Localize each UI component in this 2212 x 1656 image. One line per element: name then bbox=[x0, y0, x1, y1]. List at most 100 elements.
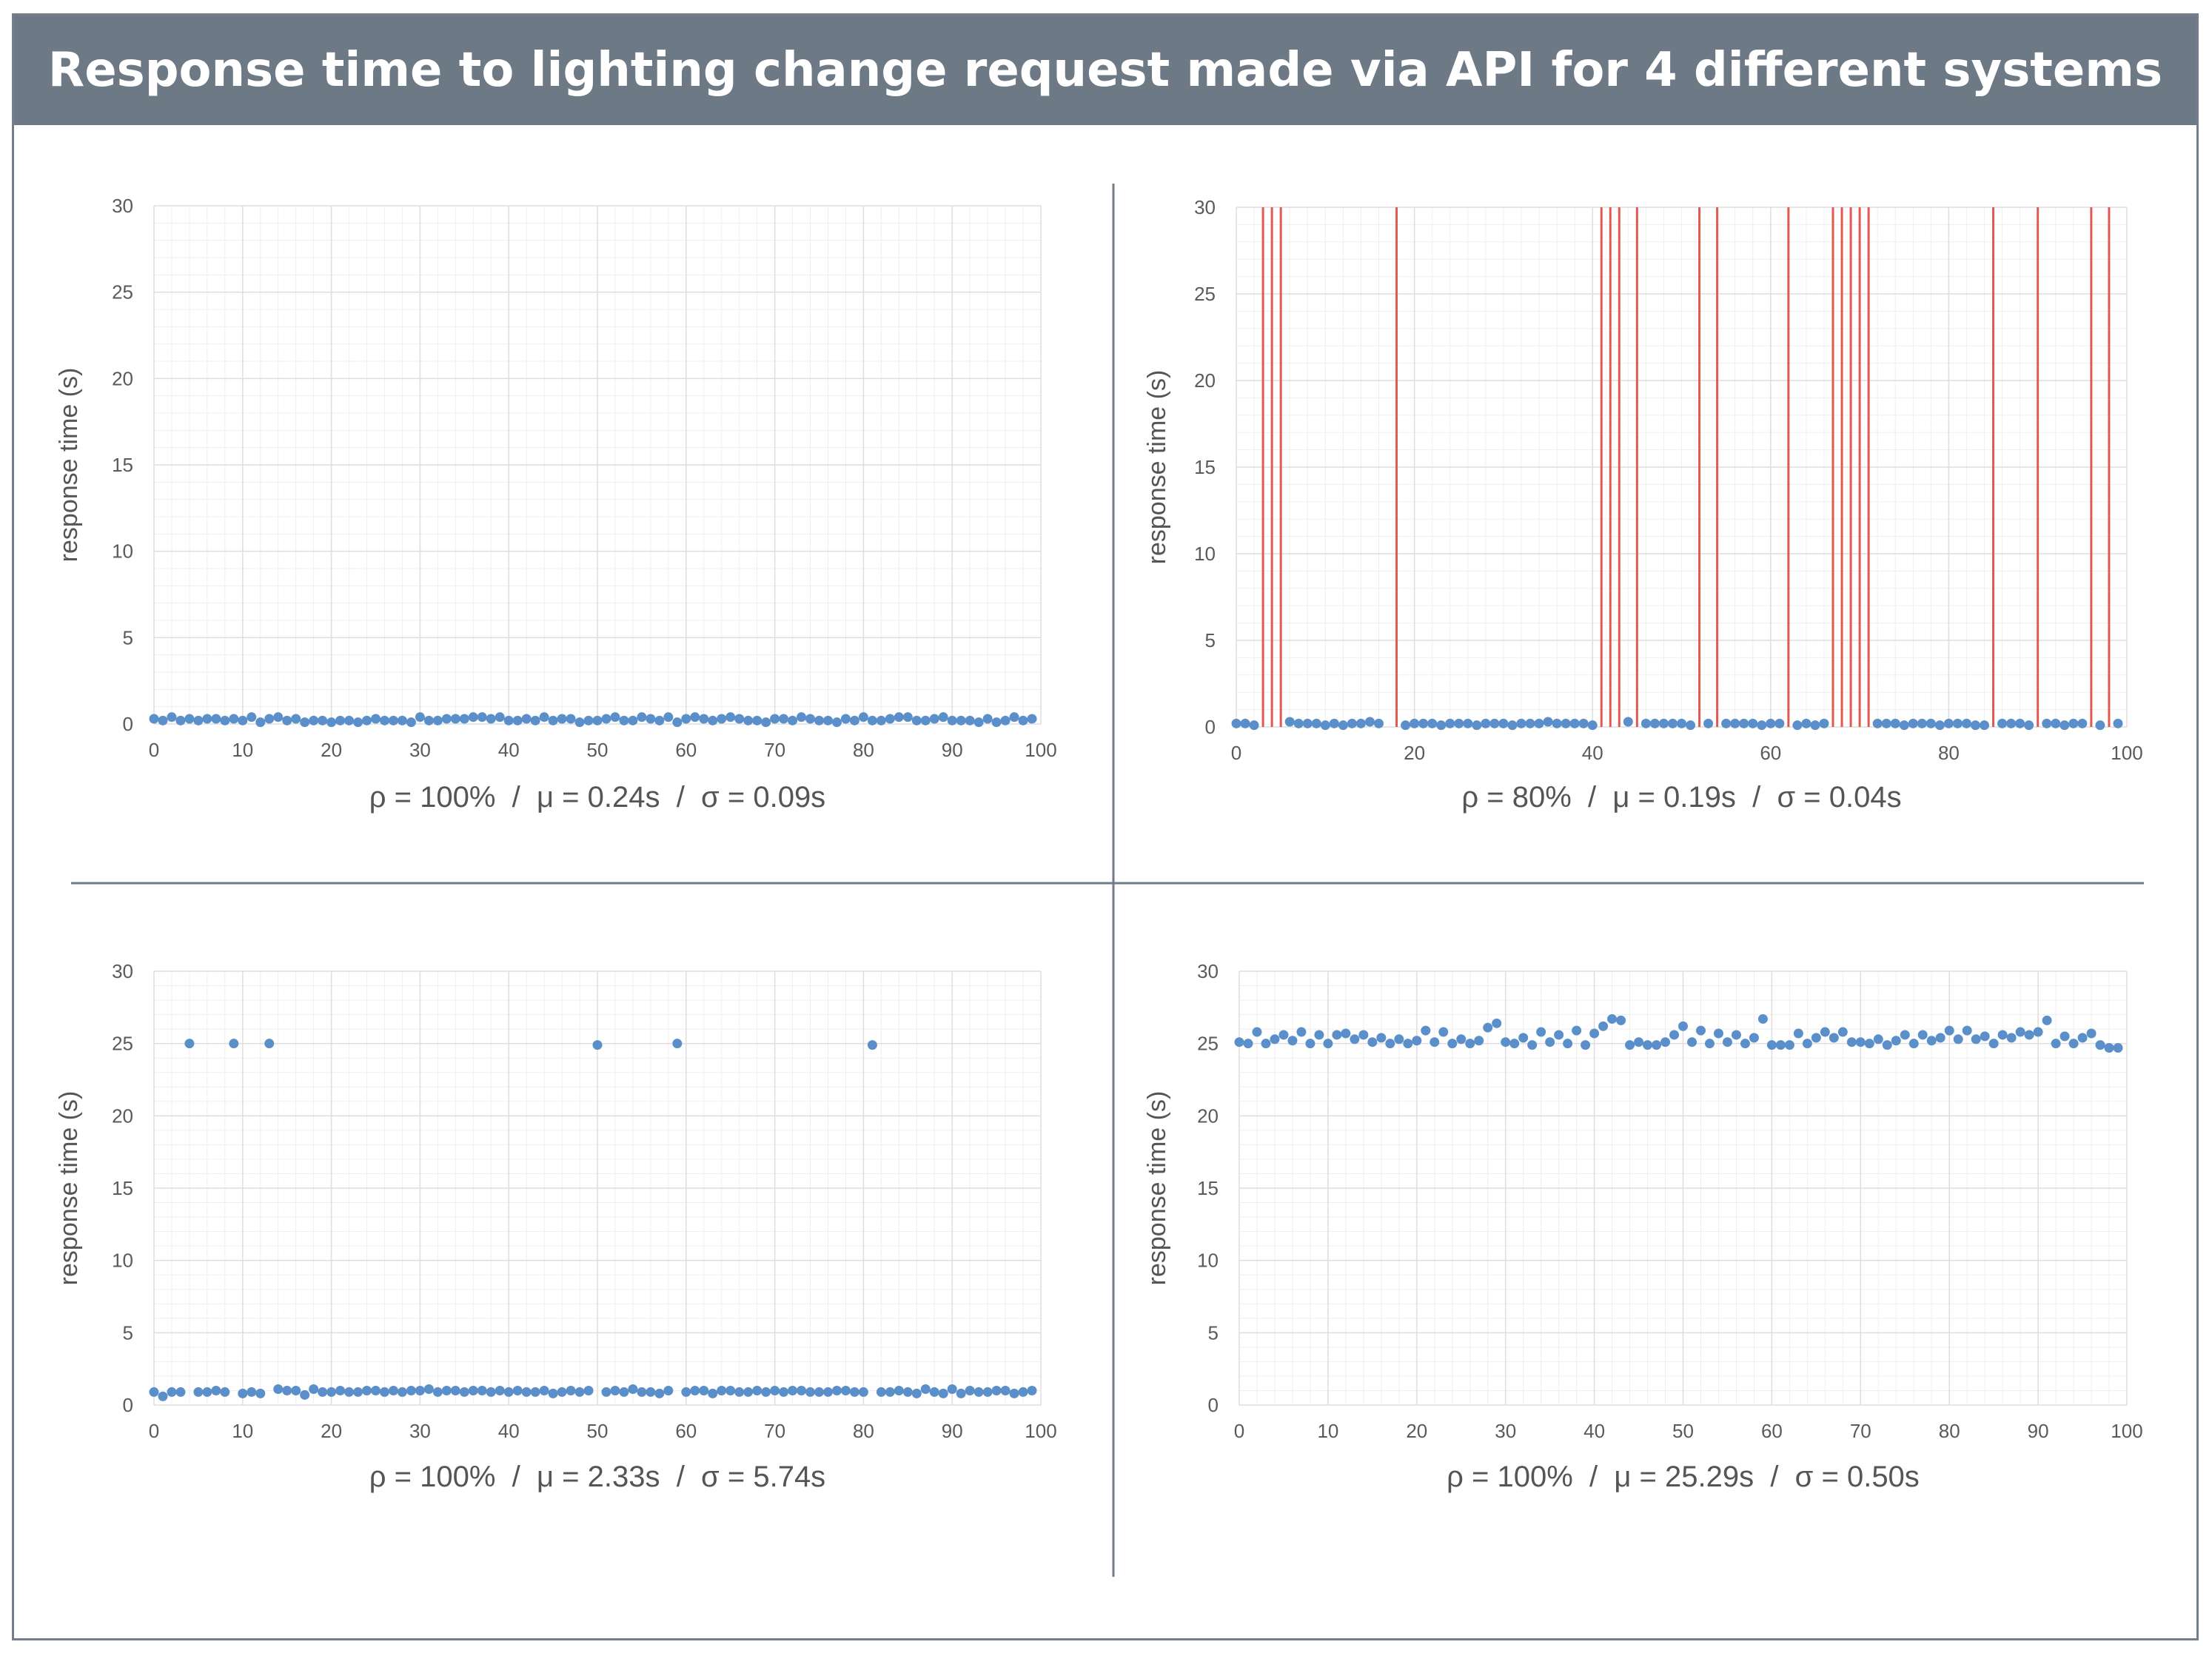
data-point bbox=[885, 714, 895, 724]
data-point bbox=[1018, 1387, 1028, 1397]
data-point bbox=[1721, 718, 1732, 728]
y-tick-label: 5 bbox=[123, 1321, 133, 1344]
data-point bbox=[309, 715, 319, 725]
data-point bbox=[1740, 1039, 1750, 1049]
data-point bbox=[743, 1387, 754, 1397]
x-tick-label: 20 bbox=[1406, 1420, 1427, 1442]
data-point bbox=[965, 715, 975, 725]
data-point bbox=[1882, 1040, 1892, 1050]
data-point bbox=[149, 714, 159, 724]
data-point bbox=[202, 714, 212, 724]
x-tick-label: 20 bbox=[321, 1420, 342, 1442]
data-point bbox=[362, 1385, 372, 1395]
data-point bbox=[885, 1387, 895, 1397]
data-point bbox=[1018, 715, 1028, 725]
y-tick-label: 20 bbox=[112, 1104, 133, 1127]
data-point bbox=[229, 714, 239, 724]
data-point bbox=[291, 714, 301, 724]
y-tick-label: 0 bbox=[123, 1394, 133, 1416]
y-tick-label: 5 bbox=[1205, 629, 1216, 651]
data-point bbox=[708, 1388, 718, 1398]
data-point bbox=[1447, 1039, 1458, 1049]
data-point bbox=[1569, 718, 1580, 728]
x-tick-label: 80 bbox=[1938, 742, 1960, 764]
stats-label: ρ = 100% / μ = 2.33s / σ = 5.74s bbox=[369, 1461, 825, 1493]
data-point bbox=[1643, 1040, 1653, 1050]
data-point bbox=[725, 1385, 736, 1395]
data-point bbox=[1792, 720, 1803, 731]
title-bar: Response time to lighting change request… bbox=[14, 16, 2196, 125]
data-point bbox=[1027, 1385, 1037, 1395]
data-point bbox=[1774, 718, 1785, 728]
data-point bbox=[947, 715, 957, 725]
x-tick-label: 40 bbox=[498, 1420, 520, 1442]
y-tick-label: 25 bbox=[1197, 1033, 1219, 1055]
data-point bbox=[867, 1040, 877, 1050]
x-tick-label: 60 bbox=[675, 1420, 697, 1442]
data-point bbox=[788, 1385, 798, 1395]
data-point bbox=[1739, 718, 1749, 728]
data-point bbox=[503, 715, 514, 725]
data-point bbox=[797, 1385, 807, 1395]
data-point bbox=[2086, 1028, 2097, 1039]
data-point bbox=[1980, 1031, 1990, 1042]
data-point bbox=[1881, 718, 1891, 728]
data-point bbox=[1492, 1018, 1502, 1028]
data-point bbox=[672, 717, 683, 728]
data-point bbox=[1658, 718, 1669, 728]
y-tick-label: 0 bbox=[1208, 1394, 1219, 1416]
y-tick-label: 15 bbox=[112, 1177, 133, 1199]
data-point bbox=[1501, 1037, 1511, 1047]
data-point bbox=[1525, 718, 1535, 728]
data-point bbox=[814, 715, 824, 725]
data-point bbox=[911, 1388, 922, 1398]
data-point bbox=[1891, 1036, 1901, 1046]
x-tick-label: 0 bbox=[149, 739, 159, 761]
x-tick-label: 10 bbox=[232, 739, 253, 761]
data-point bbox=[548, 715, 558, 725]
data-point bbox=[1472, 720, 1482, 731]
data-point bbox=[1616, 1015, 1626, 1025]
chart-panel-4: 0 10 20 30 40 50 60 70 80 90 100 0 5 10 15 20 25 30 respon… bbox=[1143, 960, 2143, 1493]
data-point bbox=[282, 1385, 292, 1395]
data-point bbox=[1240, 718, 1250, 728]
figure-frame: Response time to lighting change request… bbox=[12, 13, 2199, 1640]
data-point bbox=[1563, 1039, 1573, 1049]
data-point bbox=[220, 1387, 230, 1397]
data-point bbox=[1385, 1039, 1395, 1049]
data-point bbox=[2104, 1043, 2114, 1053]
data-point bbox=[1474, 1036, 1484, 1046]
data-point bbox=[512, 1385, 523, 1395]
data-point bbox=[1320, 720, 1330, 731]
data-point bbox=[557, 1387, 567, 1397]
data-point bbox=[344, 715, 355, 725]
data-point bbox=[2077, 718, 2088, 728]
chart-panel-3: 0 10 20 30 40 50 60 70 80 90 100 0 5 10 15 20 25 30 respon… bbox=[55, 960, 1057, 1493]
data-point bbox=[450, 1385, 460, 1395]
data-point bbox=[1572, 1025, 1582, 1036]
y-tick-label: 25 bbox=[1194, 283, 1216, 305]
data-point bbox=[849, 1387, 859, 1397]
data-point bbox=[1293, 718, 1304, 728]
data-point bbox=[1270, 1034, 1280, 1045]
x-tick-label: 60 bbox=[1761, 1420, 1783, 1442]
data-point bbox=[1284, 717, 1295, 727]
x-tick-label: 90 bbox=[2028, 1420, 2049, 1442]
data-point bbox=[982, 714, 993, 724]
data-point bbox=[1757, 1013, 1768, 1024]
x-tick-label: 70 bbox=[764, 1420, 785, 1442]
data-point bbox=[1652, 1040, 1662, 1050]
data-point bbox=[1287, 1036, 1298, 1046]
data-point bbox=[1873, 1034, 1883, 1045]
data-point bbox=[468, 712, 478, 723]
data-point bbox=[495, 1385, 505, 1395]
data-point bbox=[717, 1385, 727, 1395]
data-point bbox=[1731, 1030, 1741, 1040]
data-point bbox=[1917, 718, 1927, 728]
y-tick-label: 10 bbox=[1194, 543, 1216, 565]
data-point bbox=[858, 1387, 868, 1397]
data-point bbox=[1009, 1388, 1019, 1398]
data-point bbox=[956, 715, 966, 725]
data-point bbox=[770, 1385, 780, 1395]
data-point bbox=[1509, 1039, 1520, 1049]
